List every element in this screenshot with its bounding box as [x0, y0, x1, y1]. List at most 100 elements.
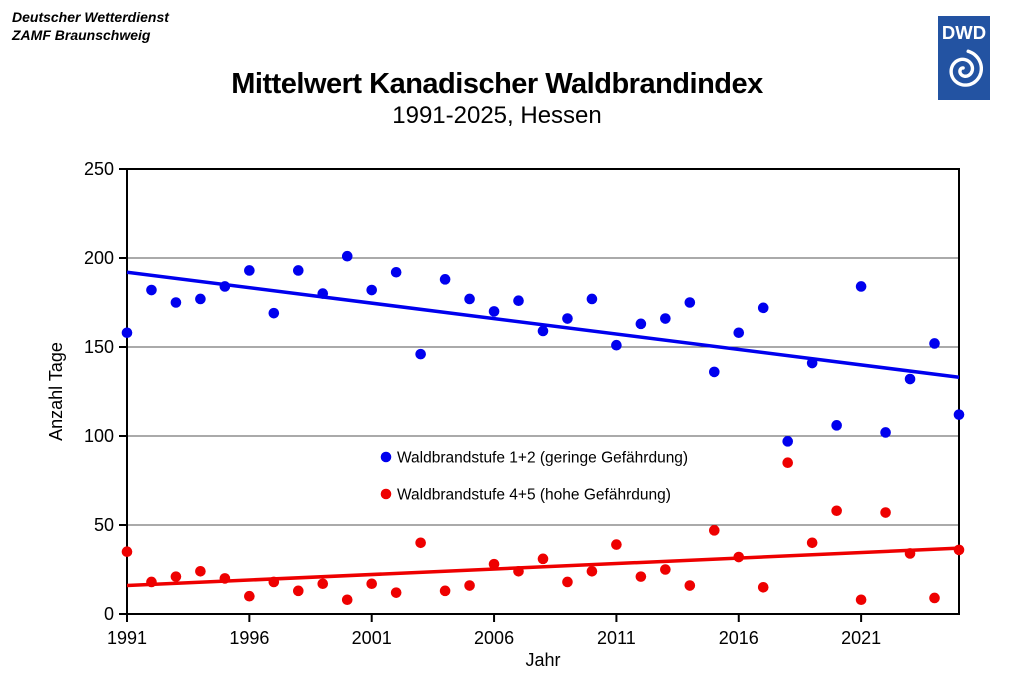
blue-data-point [513, 295, 524, 307]
red-data-point [880, 507, 891, 518]
red-data-point [929, 592, 940, 604]
x-tick-label: 2016 [719, 628, 759, 648]
y-tick-label: 150 [84, 337, 114, 357]
red-data-point [488, 558, 500, 570]
red-data-point [292, 585, 304, 597]
blue-data-point [831, 420, 842, 431]
blue-trend-line [126, 270, 960, 379]
blue-data-point [170, 297, 182, 308]
blue-data-point [195, 293, 206, 305]
blue-data-point [268, 307, 280, 319]
blue-data-point [219, 281, 231, 292]
plot-border [126, 168, 960, 615]
legend-label-blue: Waldbrandstufe 1+2 (geringe Gefährdung) [397, 450, 688, 467]
blue-data-point [439, 274, 451, 285]
legend-label-red: Waldbrandstufe 4+5 (hohe Gefährdung) [397, 487, 671, 504]
red-data-point [635, 571, 647, 582]
legend-marker-red [380, 488, 392, 500]
x-tick-label: 2001 [352, 628, 392, 648]
blue-data-point [684, 297, 696, 308]
red-data-point [415, 537, 426, 549]
red-data-point [586, 565, 598, 577]
red-series-points [121, 457, 965, 606]
x-axis-title: Jahr [525, 650, 560, 670]
y-tick-label: 200 [84, 248, 114, 268]
red-data-point [146, 576, 157, 588]
logo-text: DWD [942, 22, 986, 43]
red-data-point [660, 564, 671, 575]
red-data-point [537, 553, 549, 565]
x-tick-label: 1991 [107, 628, 147, 648]
red-data-point [782, 457, 794, 469]
red-data-point [562, 576, 573, 588]
chart-title: Mittelwert Kanadischer Waldbrandindex [231, 68, 763, 100]
blue-data-point [806, 357, 818, 369]
red-data-point [831, 505, 842, 517]
red-data-point [219, 573, 231, 584]
blue-data-point [415, 348, 426, 360]
y-tick-label: 250 [84, 159, 114, 179]
red-data-point [121, 546, 133, 557]
blue-data-point [146, 284, 157, 296]
blue-data-point [929, 338, 940, 349]
blue-data-point [733, 327, 745, 339]
blue-data-point [782, 436, 794, 447]
blue-data-point [611, 339, 622, 351]
blue-data-point [855, 281, 867, 292]
y-tick-label: 100 [84, 426, 114, 446]
red-data-point [439, 585, 451, 597]
blue-data-point [121, 327, 133, 339]
red-data-point [390, 587, 402, 598]
red-data-point [341, 594, 353, 606]
blue-data-point [562, 313, 573, 324]
y-tick-label: 0 [104, 604, 114, 624]
blue-data-point [341, 250, 353, 262]
blue-data-point [317, 288, 329, 299]
red-data-point [684, 580, 696, 591]
x-tick-label: 2021 [841, 628, 881, 648]
logo-spiral-icon [949, 49, 984, 87]
red-data-point [170, 571, 182, 582]
blue-data-point [244, 265, 255, 276]
blue-data-point [953, 409, 965, 420]
blue-data-point [904, 373, 916, 385]
red-data-point [806, 537, 818, 549]
blue-data-point [586, 293, 598, 305]
red-data-point [366, 578, 378, 590]
x-tick-label: 2011 [597, 628, 636, 648]
red-trend-line [126, 546, 960, 588]
y-axis-title: Anzahl Tage [46, 342, 66, 441]
org-name-line2: ZAMF Braunschweig [12, 27, 151, 44]
red-data-point [317, 578, 329, 590]
red-data-point [757, 582, 769, 593]
red-data-point [195, 565, 206, 577]
red-data-point [904, 548, 916, 559]
blue-data-point [708, 366, 720, 378]
blue-data-point [660, 313, 671, 324]
red-data-point [953, 544, 965, 556]
dwd-logo-graphic: DWD [938, 16, 990, 100]
red-data-point [464, 580, 475, 591]
blue-data-point [488, 306, 500, 317]
blue-data-point [292, 265, 304, 276]
blue-data-point [390, 266, 402, 278]
blue-data-point [464, 293, 475, 305]
blue-data-point [635, 318, 647, 330]
blue-data-point [537, 325, 549, 337]
org-header: Deutscher Wetterdienst ZAMF Braunschweig [12, 8, 169, 44]
red-data-point [244, 590, 255, 602]
red-data-point [708, 525, 720, 536]
blue-data-point [880, 427, 891, 438]
dwd-logo: DWD [938, 16, 990, 100]
red-data-point [733, 551, 745, 563]
org-name-line1: Deutscher Wetterdienst [12, 9, 169, 25]
red-data-point [268, 576, 280, 588]
blue-data-point [757, 302, 769, 314]
x-tick-label: 1996 [229, 628, 269, 648]
legend-marker-blue [380, 451, 392, 463]
y-tick-label: 50 [94, 515, 114, 535]
red-data-point [855, 594, 867, 606]
blue-series-points [121, 250, 965, 447]
